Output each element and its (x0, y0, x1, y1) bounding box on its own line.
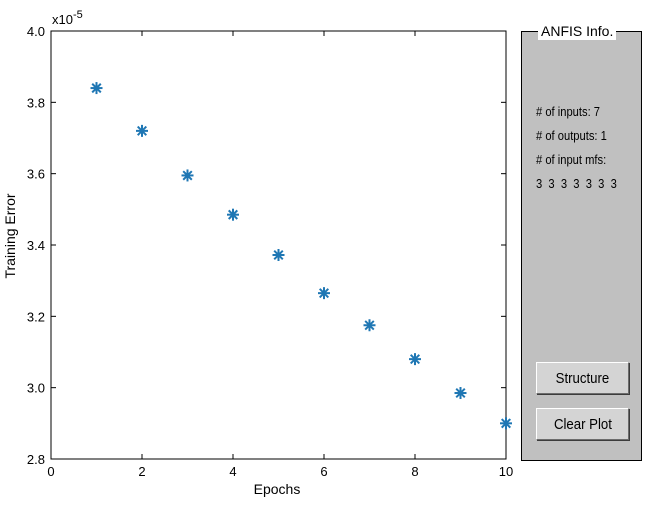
x-axis-label: Epochs (254, 481, 301, 497)
structure-button-label: Structure (555, 369, 610, 387)
y-tick-label: 3.0 (27, 381, 45, 396)
y-exponent-label: x10-5 (52, 9, 83, 27)
anfis-info-panel (521, 31, 642, 461)
data-point-marker (136, 124, 148, 137)
input-mfs-values: 3 3 3 3 3 3 3 (536, 176, 617, 191)
data-point-marker (272, 248, 285, 261)
data-point-marker (181, 169, 194, 182)
y-tick-label: 3.2 (27, 309, 45, 324)
y-tick-label: 3.8 (27, 95, 45, 110)
y-axis-label: Training Error (2, 193, 18, 278)
data-points (90, 82, 512, 430)
data-point-marker (318, 287, 330, 300)
data-point-marker (409, 353, 421, 366)
outputs-count-label: # of outputs: 1 (536, 128, 607, 143)
data-point-marker (227, 208, 239, 221)
inputs-count-label: # of inputs: 7 (536, 104, 601, 119)
x-tick-label: 4 (229, 464, 236, 479)
axis-ticks: 0 2 4 6 8 10 2.8 3.0 3.2 3.4 3.6 3.8 4.0 (27, 24, 513, 479)
data-point-marker (363, 319, 376, 332)
clear-plot-button-label: Clear Plot (553, 415, 612, 433)
x-tick-label: 2 (138, 464, 145, 479)
structure-button[interactable]: Structure (536, 362, 629, 394)
y-tick-label: 3.4 (27, 238, 45, 253)
y-tick-label: 3.6 (27, 167, 45, 182)
x-tick-label: 6 (320, 464, 327, 479)
y-tick-label: 4.0 (27, 24, 45, 39)
input-mfs-label: # of input mfs: (536, 152, 607, 167)
data-point-marker (500, 417, 512, 430)
anfis-info-text: # of inputs: 7 # of outputs: 1 # of inpu… (536, 100, 617, 196)
plot-area (50, 30, 507, 460)
x-tick-label: 8 (411, 464, 418, 479)
panel-title: ANFIS Info. (538, 22, 617, 40)
clear-plot-button[interactable]: Clear Plot (536, 408, 629, 440)
data-point-marker (90, 82, 103, 95)
x-tick-label: 0 (47, 464, 54, 479)
y-tick-label: 2.8 (27, 452, 45, 467)
x-tick-label: 10 (499, 464, 513, 479)
data-point-marker (454, 387, 467, 400)
